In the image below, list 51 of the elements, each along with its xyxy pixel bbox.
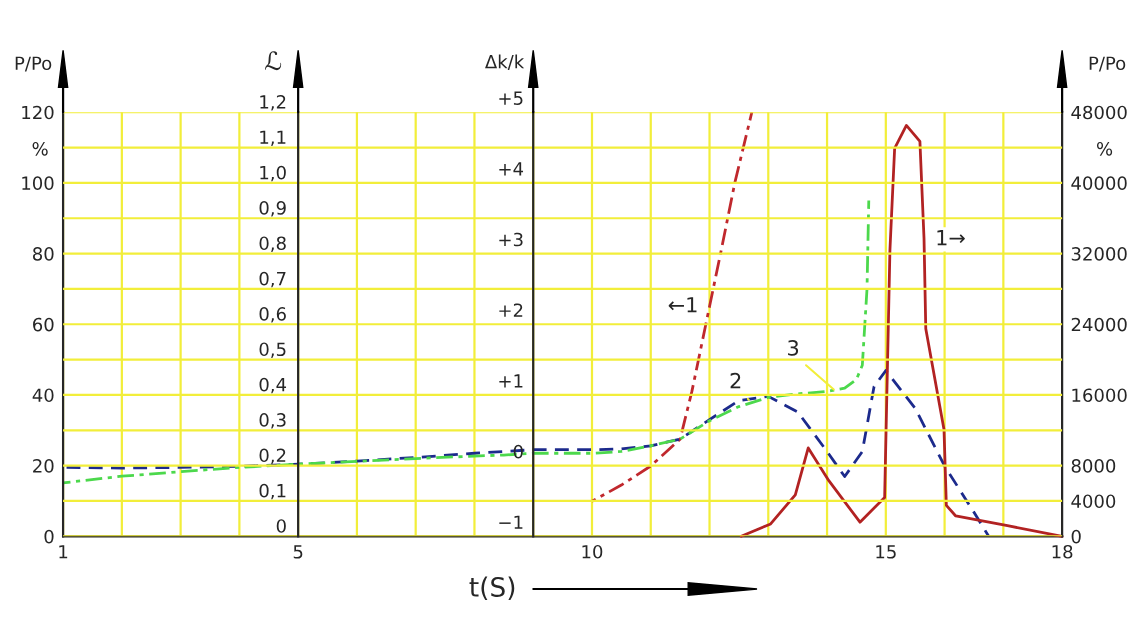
y2-axis-title: P/Po <box>1089 56 1126 72</box>
y2-tick-label: 0 <box>1071 529 1081 544</box>
y3-tick-label: 1,2 <box>260 95 286 111</box>
annotation: 1→ <box>937 230 965 246</box>
y3-tick-label: 1,1 <box>260 130 286 146</box>
y-tick-label: 40 <box>32 388 54 403</box>
annotation: 3 <box>788 340 799 356</box>
x-tick-label: 10 <box>582 544 603 559</box>
x-axis-title: t(S) <box>469 576 515 601</box>
y-tick-label: 100 <box>22 176 54 191</box>
y2-tick-label: 24000 <box>1071 317 1127 332</box>
text: Δk/k <box>485 54 525 70</box>
y-tick-label: 60 <box>33 317 54 332</box>
x-tick-label: 5 <box>293 545 303 559</box>
y3-tick-label: 0,9 <box>259 201 286 217</box>
text: % <box>1096 141 1113 156</box>
x-tick-label: 18 <box>1052 544 1073 559</box>
text: +5 <box>499 91 523 105</box>
annotation: +2 <box>499 303 523 317</box>
y3-tick-label: 0,6 <box>259 307 286 323</box>
y-tick-label: 20 <box>33 459 54 473</box>
y3-tick-label: 0,3 <box>259 413 286 429</box>
y3-axis-title: ℒ <box>265 51 282 71</box>
y3-tick-label: 0,7 <box>259 271 286 288</box>
y3-tick-label: 0,1 <box>259 483 286 500</box>
y3-tick-label: 0 <box>276 519 286 533</box>
y3-tick-label: 0,4 <box>259 377 287 394</box>
y-tick-label: 80 <box>33 247 54 261</box>
y-axis-title: P/Po <box>15 56 52 72</box>
y2-tick-label: 16000 <box>1072 388 1127 403</box>
annotation: 2 <box>730 372 741 389</box>
y2-tick-label: 48000 <box>1071 105 1127 120</box>
annotation: +1 <box>499 374 523 388</box>
y2-tick-label: 4000 <box>1071 494 1116 509</box>
x-tick-label: 15 <box>876 545 896 559</box>
y3-tick-label: 1,0 <box>260 165 286 182</box>
y2-tick-label: 32000 <box>1071 247 1127 261</box>
text: % <box>32 141 48 156</box>
x-tick-label: 1 <box>59 545 68 559</box>
y-tick-label: 0 <box>44 529 54 544</box>
annotation: ←1 <box>668 297 697 313</box>
annotation: +3 <box>499 232 523 247</box>
annotation: +4 <box>499 162 524 176</box>
y3-tick-label: 0,2 <box>259 448 286 464</box>
y2-tick-label: 8000 <box>1071 459 1116 473</box>
annotation: −1 <box>499 515 523 529</box>
y3-tick-label: 0,5 <box>259 342 286 358</box>
y-tick-label: 120 <box>22 105 54 120</box>
y2-tick-label: 40000 <box>1071 176 1127 191</box>
y3-tick-label: 0,8 <box>259 236 286 252</box>
annotation: 0 <box>513 444 523 459</box>
